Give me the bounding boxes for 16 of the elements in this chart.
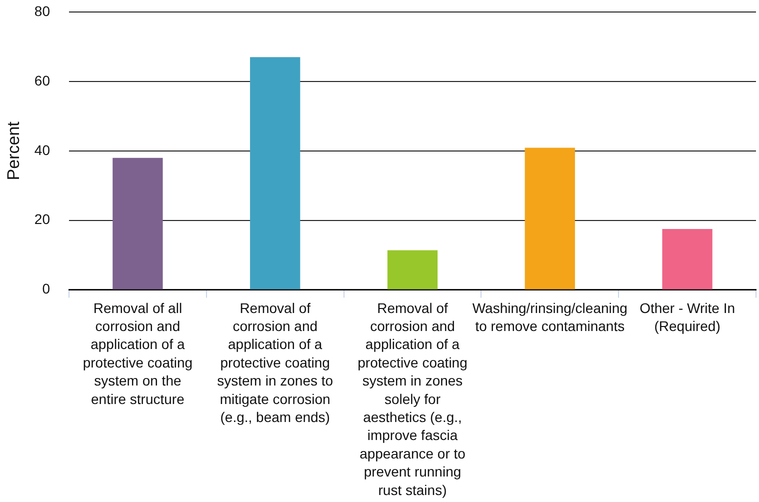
y-tick-label: 80	[34, 2, 50, 19]
x-tick-label: Removal of all corrosion and application of a protective coating system on the entire structure	[82, 300, 193, 407]
bar	[387, 250, 438, 290]
y-tick-label: 60	[34, 72, 50, 88]
y-axis-title: Percent	[4, 121, 23, 180]
x-tick-label: Removal of corrosion and application of a protective coating system in zones to mitigate corrosion (e.g., beam ends)	[217, 300, 334, 425]
category-label: Removal of corrosion and application of a protective coating system in zones solely for aesthetics (e.g., improve fascia appearance or to prevent running rust stains)	[358, 300, 468, 498]
y-tick-label: 0	[42, 280, 50, 297]
y-tick-label: 40	[34, 142, 50, 158]
bar	[250, 57, 300, 290]
y-tick-label: 20	[34, 211, 50, 228]
bar	[662, 229, 712, 290]
x-tick-label: Other - Write In (Required)	[640, 300, 736, 334]
bar	[524, 148, 575, 290]
bar	[112, 158, 163, 290]
x-tick-label: Washing/rinsing/cleaning to remove contaminants	[472, 300, 628, 334]
